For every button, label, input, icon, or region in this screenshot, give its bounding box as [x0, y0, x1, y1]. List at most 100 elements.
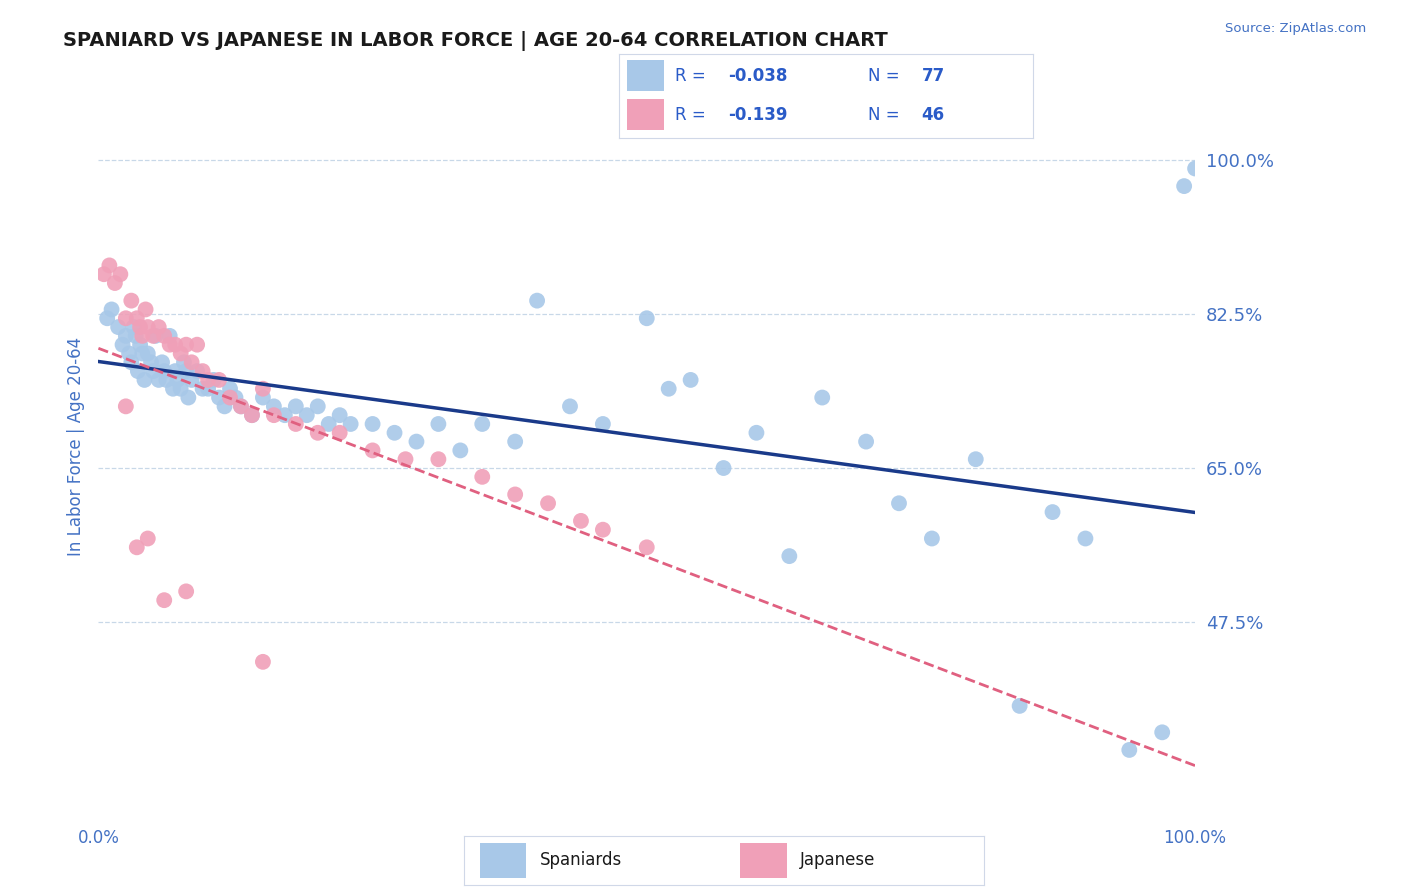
Point [173, 355, 195, 369]
Text: N =: N = [868, 105, 898, 123]
Text: N =: N = [868, 67, 898, 85]
Point [125, 311, 148, 326]
Bar [627, 99, 664, 130]
Point [165, 364, 187, 378]
Text: Spaniards: Spaniards [540, 851, 621, 870]
Y-axis label: In Labor Force | Age 20-64: In Labor Force | Age 20-64 [66, 336, 84, 556]
Point [1173, 179, 1195, 194]
Point [252, 655, 274, 669]
Point [569, 514, 592, 528]
Point [174, 584, 197, 599]
Point [148, 320, 170, 334]
Point [136, 532, 159, 546]
Point [170, 346, 193, 360]
Point [136, 320, 159, 334]
Point [197, 373, 219, 387]
Point [449, 443, 471, 458]
Point [159, 329, 181, 343]
Point [1118, 743, 1140, 757]
Point [745, 425, 768, 440]
Point [186, 337, 208, 351]
Point [153, 364, 176, 378]
Point [208, 373, 231, 387]
Point [142, 329, 165, 343]
Point [471, 417, 494, 431]
Point [427, 417, 450, 431]
Point [122, 320, 145, 334]
Point [166, 373, 188, 387]
Text: R =: R = [675, 105, 706, 123]
Point [136, 346, 159, 360]
Point [384, 425, 406, 440]
Bar [479, 843, 526, 878]
Point [93, 267, 115, 281]
Text: Source: ZipAtlas.com: Source: ZipAtlas.com [1226, 22, 1367, 36]
Point [679, 373, 702, 387]
Point [125, 329, 148, 343]
Point [229, 400, 252, 414]
Point [307, 400, 329, 414]
Point [148, 373, 170, 387]
Point [658, 382, 681, 396]
Point [155, 373, 177, 387]
Point [150, 355, 173, 369]
Point [1184, 161, 1206, 176]
Point [197, 382, 219, 396]
Point [165, 337, 187, 351]
Point [318, 417, 340, 431]
Point [263, 400, 285, 414]
Point [284, 400, 307, 414]
Point [96, 311, 118, 326]
Point [186, 364, 208, 378]
Point [219, 382, 242, 396]
Point [240, 408, 263, 422]
Point [142, 364, 165, 378]
Point [145, 329, 167, 343]
Point [115, 311, 138, 326]
Point [120, 293, 142, 308]
Point [153, 593, 176, 607]
Point [592, 523, 614, 537]
Point [115, 400, 138, 414]
Point [252, 382, 274, 396]
Point [100, 302, 122, 317]
Point [394, 452, 416, 467]
Point [219, 391, 242, 405]
Point [965, 452, 987, 467]
Point [180, 373, 202, 387]
Point [339, 417, 361, 431]
Point [191, 382, 214, 396]
Point [129, 320, 152, 334]
Text: R =: R = [675, 67, 706, 85]
Point [526, 293, 548, 308]
Point [174, 364, 197, 378]
Point [129, 337, 152, 351]
Bar [627, 61, 664, 91]
Point [592, 417, 614, 431]
Point [225, 391, 247, 405]
Point [921, 532, 943, 546]
Point [1074, 532, 1097, 546]
Point [503, 434, 526, 449]
Point [240, 408, 263, 422]
Point [887, 496, 910, 510]
Text: SPANIARD VS JAPANESE IN LABOR FORCE | AGE 20-64 CORRELATION CHART: SPANIARD VS JAPANESE IN LABOR FORCE | AG… [63, 31, 889, 51]
Point [191, 364, 214, 378]
Bar [740, 843, 786, 878]
Point [636, 311, 658, 326]
Point [98, 259, 121, 273]
Point [162, 382, 184, 396]
Point [118, 346, 141, 360]
Point [263, 408, 285, 422]
Point [405, 434, 427, 449]
Text: 0.0%: 0.0% [77, 830, 120, 847]
Point [636, 541, 658, 555]
Point [174, 337, 197, 351]
Point [811, 391, 834, 405]
Text: 46: 46 [921, 105, 945, 123]
Text: -0.139: -0.139 [728, 105, 787, 123]
Point [537, 496, 560, 510]
Point [274, 408, 297, 422]
Point [252, 391, 274, 405]
Point [558, 400, 581, 414]
